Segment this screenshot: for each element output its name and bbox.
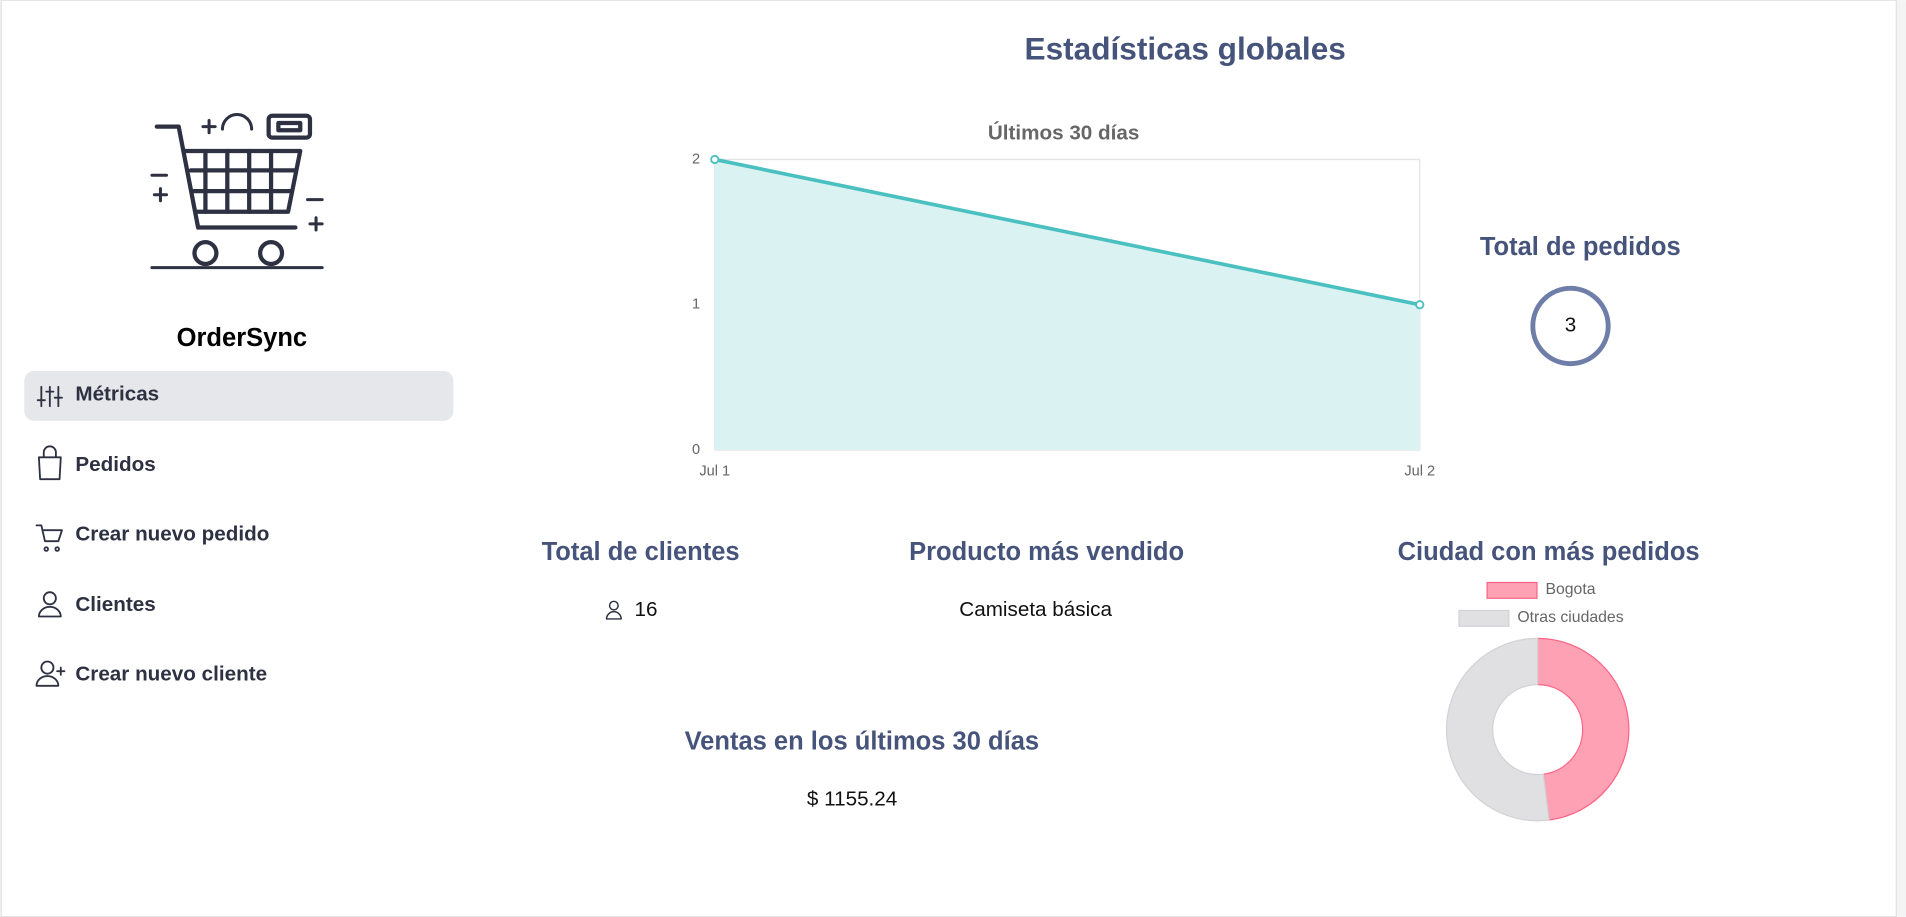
card-title: Producto más vendido bbox=[909, 538, 1184, 566]
badge-ring bbox=[1530, 285, 1611, 367]
client-icon bbox=[605, 600, 622, 620]
legend-label: Otras ciudades bbox=[1517, 609, 1623, 626]
slice bbox=[1537, 637, 1630, 821]
y-tick-label: 0 bbox=[692, 442, 700, 458]
logo bbox=[150, 113, 324, 270]
legend-swatch bbox=[1458, 609, 1510, 627]
y-tick-label: 1 bbox=[692, 297, 700, 313]
legend-swatch bbox=[1486, 581, 1538, 599]
nav-icons bbox=[35, 385, 66, 687]
area bbox=[714, 159, 1420, 450]
card-value: $ 1155.24 bbox=[807, 788, 897, 811]
x-tick-label: Jul 2 bbox=[1404, 464, 1435, 480]
card-title: Ventas en los últimos 30 días bbox=[685, 728, 1040, 756]
nav-item[interactable]: Pedidos bbox=[75, 453, 155, 476]
card-value: 3 bbox=[1565, 313, 1577, 336]
doughnut-chart: Ciudad con más pedidos Bogota Otras ciuda… bbox=[1398, 538, 1700, 822]
nav-item[interactable]: Clientes bbox=[75, 593, 155, 616]
chart-title: Últimos 30 días bbox=[988, 120, 1140, 144]
nav-item[interactable]: Crear nuevo cliente bbox=[75, 662, 267, 685]
slice bbox=[1445, 637, 1550, 822]
nav-active-bg bbox=[24, 370, 454, 421]
card-title: Total de pedidos bbox=[1480, 233, 1681, 261]
chart-title: Ciudad con más pedidos bbox=[1398, 538, 1700, 566]
card-value: 16 bbox=[635, 598, 658, 621]
brand: OrderSync bbox=[177, 324, 307, 352]
x-tick-label: Jul 1 bbox=[699, 464, 730, 480]
nav-item[interactable]: Crear nuevo pedido bbox=[75, 523, 269, 546]
line bbox=[714, 157, 1421, 307]
point bbox=[710, 154, 720, 165]
card-value: Camiseta básica bbox=[959, 598, 1112, 621]
nav-item[interactable]: Métricas bbox=[75, 383, 159, 406]
card-title: Total de clientes bbox=[542, 538, 740, 566]
page-title: Estadísticas globales bbox=[1025, 31, 1346, 67]
point bbox=[1415, 300, 1425, 310]
line-chart: Últimos 30 días 0 1 2 Jul 1 Jul 2 bbox=[692, 120, 1435, 479]
y-tick-label: 2 bbox=[692, 151, 700, 167]
legend-label: Bogota bbox=[1545, 581, 1595, 598]
